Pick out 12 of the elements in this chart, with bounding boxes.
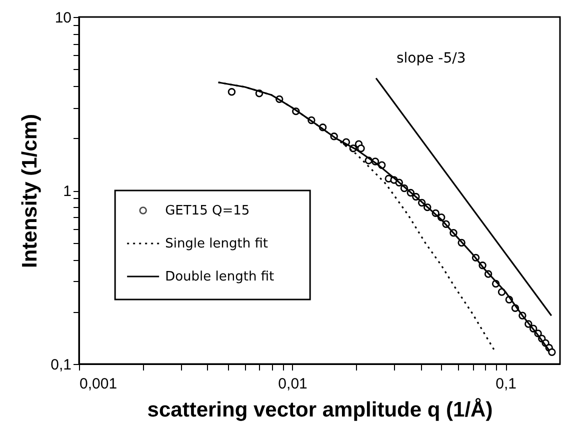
x-axis-title: scattering vector amplitude q (1/Å) [147, 398, 493, 422]
y-tick-label: 0,1 [50, 356, 72, 374]
legend-label: Double length fit [165, 270, 274, 284]
y-axis-title: Intensity (1/cm) [18, 114, 42, 268]
annotation: slope -5/3 [396, 50, 466, 67]
x-tick-label: 0,01 [278, 376, 308, 392]
x-tick-label: 0,001 [80, 376, 118, 392]
x-tick-label: 0,1 [496, 376, 516, 392]
y-tick-label: 1 [63, 183, 72, 200]
legend-label: GET15 Q=15 [165, 204, 250, 218]
legend-label: Single length fit [165, 236, 268, 252]
y-tick-label: 10 [54, 10, 72, 26]
